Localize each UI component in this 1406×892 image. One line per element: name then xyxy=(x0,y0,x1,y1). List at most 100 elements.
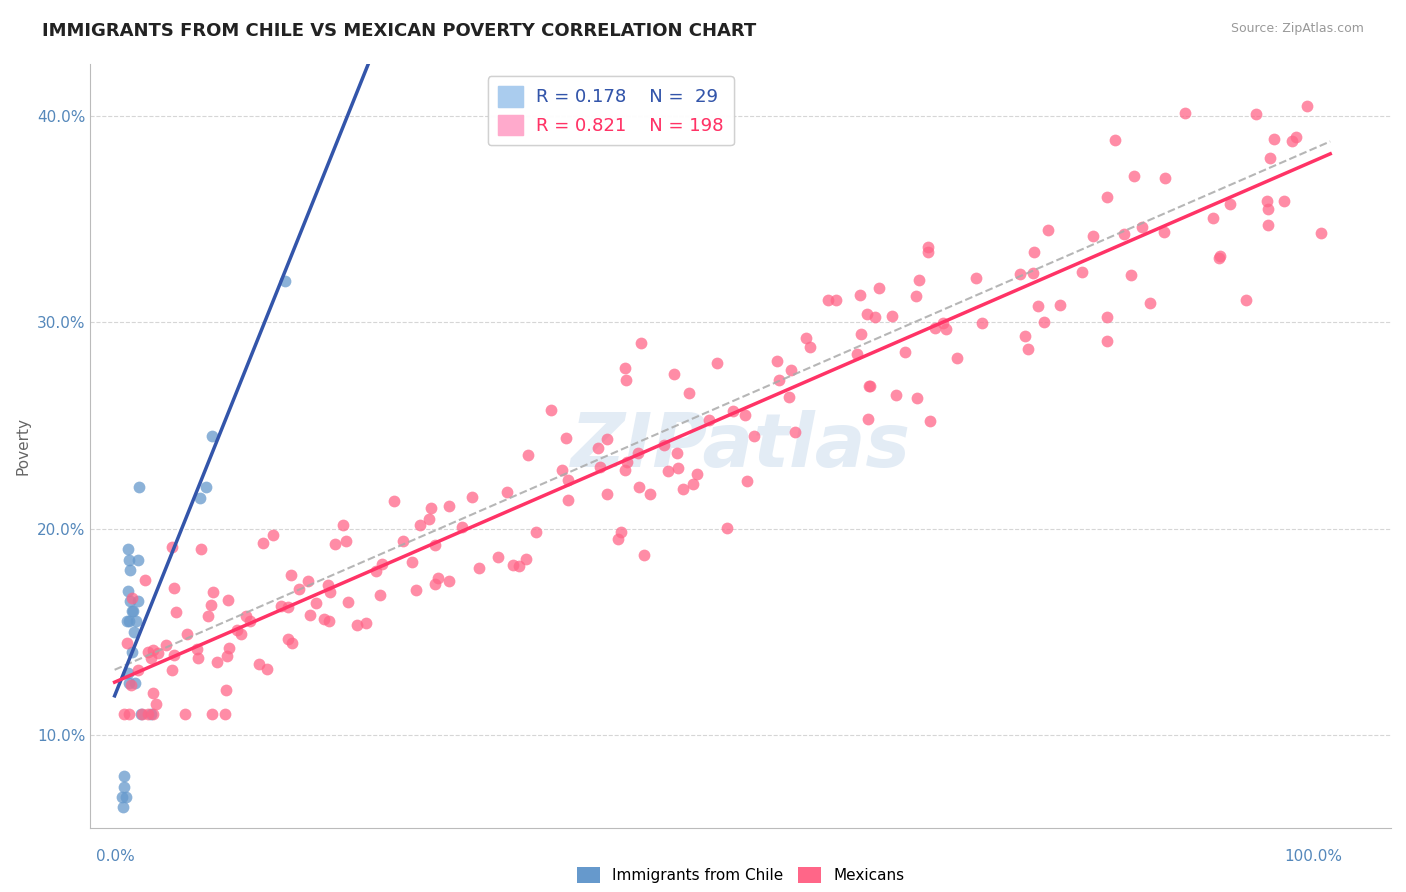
Point xyxy=(1139,296,1161,310)
Point xyxy=(370,557,392,571)
Point xyxy=(117,542,139,557)
Point xyxy=(716,521,738,535)
Point xyxy=(1284,129,1306,144)
Point xyxy=(165,605,187,619)
Point xyxy=(699,413,721,427)
Point xyxy=(905,392,928,406)
Point xyxy=(849,287,872,301)
Point xyxy=(274,274,297,288)
Point xyxy=(614,360,637,375)
Point xyxy=(142,686,165,700)
Point xyxy=(1119,268,1142,283)
Point xyxy=(799,341,821,355)
Point xyxy=(924,320,946,334)
Point xyxy=(111,789,134,804)
Text: 0.0%: 0.0% xyxy=(96,849,135,864)
Point xyxy=(127,663,149,677)
Point xyxy=(187,650,209,665)
Point xyxy=(551,463,574,477)
Point xyxy=(121,645,143,659)
Point xyxy=(1234,293,1257,308)
Point xyxy=(217,593,239,607)
Point xyxy=(596,487,619,501)
Point xyxy=(858,378,880,392)
Point xyxy=(319,585,342,599)
Point xyxy=(1022,245,1045,260)
Point xyxy=(614,463,637,477)
Point xyxy=(666,461,689,475)
Point xyxy=(627,480,650,494)
Point xyxy=(346,618,368,632)
Point xyxy=(401,555,423,569)
Point xyxy=(856,307,879,321)
Point xyxy=(734,408,756,422)
Point xyxy=(117,666,139,681)
Point xyxy=(858,379,880,393)
Point xyxy=(1123,169,1146,183)
Point xyxy=(865,310,887,324)
Point xyxy=(1256,194,1278,208)
Point xyxy=(131,707,153,722)
Point xyxy=(134,573,156,587)
Point xyxy=(917,245,939,260)
Point xyxy=(766,354,789,368)
Point xyxy=(1263,131,1285,145)
Point xyxy=(235,609,257,624)
Point xyxy=(1257,202,1279,217)
Point xyxy=(128,480,150,494)
Point xyxy=(392,533,415,548)
Point xyxy=(1017,342,1039,356)
Point xyxy=(557,473,579,487)
Point xyxy=(1036,223,1059,237)
Point xyxy=(280,635,302,649)
Point xyxy=(323,537,346,551)
Point xyxy=(508,559,530,574)
Legend: R = 0.178    N =  29, R = 0.821    N = 198: R = 0.178 N = 29, R = 0.821 N = 198 xyxy=(488,76,734,145)
Point xyxy=(425,577,447,591)
Point xyxy=(122,624,145,639)
Point xyxy=(163,581,186,595)
Point xyxy=(336,595,359,609)
Text: Source: ZipAtlas.com: Source: ZipAtlas.com xyxy=(1230,22,1364,36)
Point xyxy=(247,657,270,671)
Point xyxy=(1049,298,1071,312)
Point xyxy=(270,599,292,614)
Point xyxy=(904,288,927,302)
Point xyxy=(262,527,284,541)
Point xyxy=(742,428,765,442)
Point xyxy=(633,548,655,562)
Point xyxy=(425,539,447,553)
Point xyxy=(1112,227,1135,241)
Point xyxy=(460,491,482,505)
Point xyxy=(215,648,238,663)
Point xyxy=(516,448,538,462)
Point xyxy=(849,327,872,342)
Point xyxy=(627,446,650,460)
Point xyxy=(318,578,340,592)
Point xyxy=(297,574,319,588)
Point xyxy=(1014,328,1036,343)
Point xyxy=(614,373,637,387)
Point xyxy=(205,655,228,669)
Point xyxy=(118,707,141,722)
Point xyxy=(607,533,630,547)
Point xyxy=(382,494,405,508)
Point xyxy=(1219,196,1241,211)
Point xyxy=(1257,218,1279,232)
Point xyxy=(721,404,744,418)
Point xyxy=(856,412,879,426)
Text: ZIPatlas: ZIPatlas xyxy=(571,409,911,483)
Point xyxy=(557,493,579,508)
Point xyxy=(768,373,790,387)
Point xyxy=(824,293,846,308)
Point xyxy=(252,536,274,550)
Point xyxy=(277,599,299,614)
Point xyxy=(678,385,700,400)
Point xyxy=(280,568,302,582)
Point xyxy=(366,564,388,578)
Point xyxy=(468,561,491,575)
Point xyxy=(1302,49,1324,63)
Point xyxy=(163,648,186,662)
Point xyxy=(437,500,460,514)
Point xyxy=(1258,151,1281,165)
